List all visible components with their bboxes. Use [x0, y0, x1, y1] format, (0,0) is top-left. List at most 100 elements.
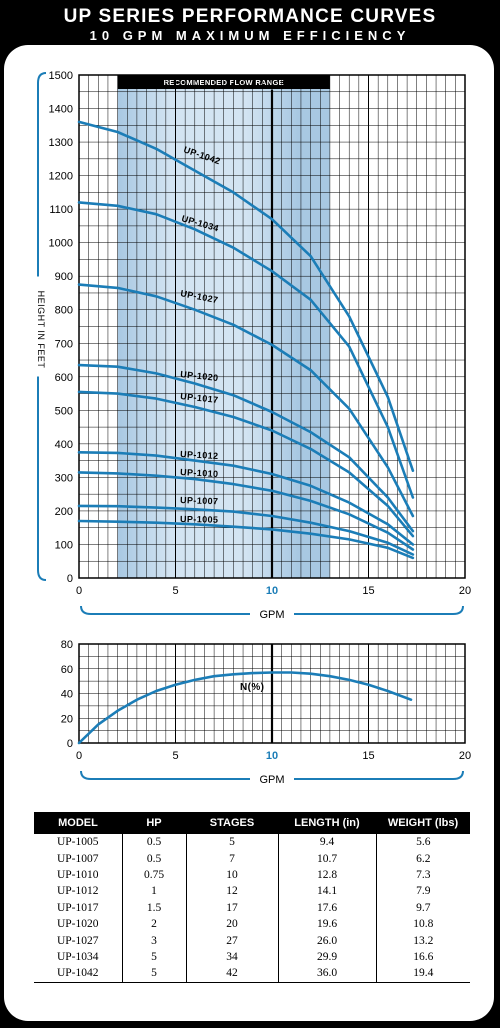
y-tick-label: 900 — [55, 271, 73, 283]
table-cell: 9.4 — [277, 834, 376, 851]
table-cell: 7.9 — [375, 883, 470, 900]
table-cell: 20 — [185, 915, 278, 933]
series-label: UP-1010 — [180, 467, 219, 479]
table-header-cell: HP — [122, 812, 186, 834]
table-cell: 19.4 — [375, 965, 470, 983]
y-tick-label: 100 — [55, 539, 73, 551]
y-axis-label: HEIGHT IN FEET — [36, 291, 46, 369]
series-line — [77, 519, 415, 560]
table-row: UP-1010 0.75 10 12.8 7.3 — [34, 866, 470, 884]
table-cell: 17 — [185, 899, 278, 916]
series-line — [77, 390, 415, 538]
table-cell: 7 — [185, 850, 278, 867]
table-header-cell: STAGES — [186, 812, 278, 834]
table-cell: UP-1010 — [56, 868, 99, 881]
table-cell: 5 — [185, 834, 278, 851]
table-row: UP-1012 1 12 14.1 7.9 — [34, 883, 470, 900]
series-label: UP-1007 — [180, 495, 219, 506]
x-tick-label: 20 — [459, 585, 471, 597]
x-tick-label: 0 — [76, 750, 82, 762]
y-tick-label: 1400 — [49, 104, 73, 116]
table-row: UP-1034 5 34 29.9 16.6 — [34, 948, 470, 966]
x-tick-label: 5 — [172, 750, 178, 762]
x-tick-label: 10 — [266, 585, 278, 597]
table-cell: 10 — [185, 866, 278, 884]
table-cell: UP-1007 — [56, 852, 99, 865]
x-axis-label: GPM — [259, 774, 284, 786]
y-tick-label: 800 — [55, 305, 73, 317]
page-title: UP SERIES PERFORMANCE CURVES — [63, 6, 437, 27]
y-tick-label: 600 — [55, 372, 73, 384]
y-tick-label: 300 — [55, 472, 73, 484]
x-tick-label: 15 — [362, 585, 374, 597]
y-tick-label: 1200 — [49, 171, 73, 183]
series-line — [77, 504, 415, 556]
table-body: UP-1005 0.5 5 9.4 5.6 UP-1007 0.5 7 10.7 6.2 UP-10… — [34, 834, 470, 983]
table-header-cell: MODEL — [34, 812, 122, 834]
page-subtitle: 10 GPM MAXIMUM EFFICIENCY — [89, 28, 411, 43]
x-label-gap — [250, 608, 294, 620]
table-cell: 14.1 — [277, 883, 376, 900]
table-row: UP-1007 0.5 7 10.7 6.2 — [34, 850, 470, 867]
table-cell: 2 — [121, 915, 186, 933]
series-label: UP-1012 — [180, 449, 219, 461]
series-line — [77, 201, 415, 499]
x-tick-label: 20 — [459, 750, 471, 762]
table-cell: 6.2 — [375, 850, 470, 867]
x-tick-label: 5 — [172, 585, 178, 597]
table-cell: 42 — [185, 965, 278, 983]
table-cell: 27 — [185, 932, 278, 949]
chart-1: N(%) 0 20 40 60 80 0 5 10 15 20 GPM — [61, 639, 471, 786]
table-cell: UP-1027 — [56, 934, 99, 947]
y-tick-label: 60 — [61, 664, 73, 676]
table-cell: 17.6 — [277, 899, 376, 916]
y-tick-label: 40 — [61, 689, 73, 701]
y-tick-label: 0 — [67, 738, 73, 750]
series-line — [77, 671, 413, 745]
table-row: UP-1020 2 20 19.6 10.8 — [34, 915, 470, 933]
series-line — [77, 471, 415, 551]
series-line — [77, 120, 415, 472]
y-tick-label: 500 — [55, 405, 73, 417]
x-tick-label: 10 — [266, 750, 278, 762]
chart-0: RECOMMENDED FLOW RANGEUP-1042UP-1034UP-1… — [31, 70, 471, 621]
table-cell: 12 — [185, 883, 278, 900]
table-cell: 9.7 — [375, 899, 470, 916]
x-axis-label: GPM — [259, 609, 284, 621]
y-tick-label: 200 — [55, 506, 73, 518]
table-cell: 0.5 — [121, 834, 186, 851]
x-tick-label: 0 — [76, 585, 82, 597]
table-cell: 0.75 — [121, 866, 186, 884]
table-cell: UP-1005 — [56, 836, 99, 849]
table-cell: 16.6 — [375, 948, 470, 966]
spec-table: MODEL HP STAGES LENGTH (in) WEIGHT (lbs)… — [34, 812, 470, 983]
series-label: N(%) — [240, 682, 264, 693]
table-header-row: MODEL HP STAGES LENGTH (in) WEIGHT (lbs) — [34, 812, 470, 834]
table-cell: 5.6 — [375, 834, 470, 851]
table-cell: 7.3 — [375, 866, 470, 884]
table-cell: UP-1017 — [56, 901, 99, 914]
table-cell: 10.7 — [277, 850, 376, 867]
table-header-cell: WEIGHT (lbs) — [376, 812, 470, 834]
table-cell: 36.0 — [277, 965, 376, 983]
table-row: UP-1005 0.5 5 9.4 5.6 — [34, 834, 470, 851]
series-label: UP-1020 — [180, 369, 219, 383]
table-cell: 3 — [121, 932, 186, 949]
y-tick-label: 0 — [67, 573, 73, 585]
table-cell: UP-1034 — [56, 950, 99, 963]
y-tick-label: 400 — [55, 439, 73, 451]
series-label: UP-1017 — [180, 391, 219, 405]
table-cell: 13.2 — [375, 932, 470, 949]
table-cell: 5 — [121, 948, 186, 966]
y-tick-label: 1000 — [49, 238, 73, 250]
table-row: UP-1017 1.5 17 17.6 9.7 — [34, 899, 470, 916]
table-cell: 5 — [121, 965, 186, 983]
table-cell: 12.8 — [277, 866, 376, 884]
y-tick-label: 700 — [55, 338, 73, 350]
x-label-gap — [250, 773, 294, 785]
y-tick-label: 20 — [61, 713, 73, 725]
table-cell: UP-1012 — [56, 885, 99, 898]
table-cell: 0.5 — [121, 850, 186, 867]
